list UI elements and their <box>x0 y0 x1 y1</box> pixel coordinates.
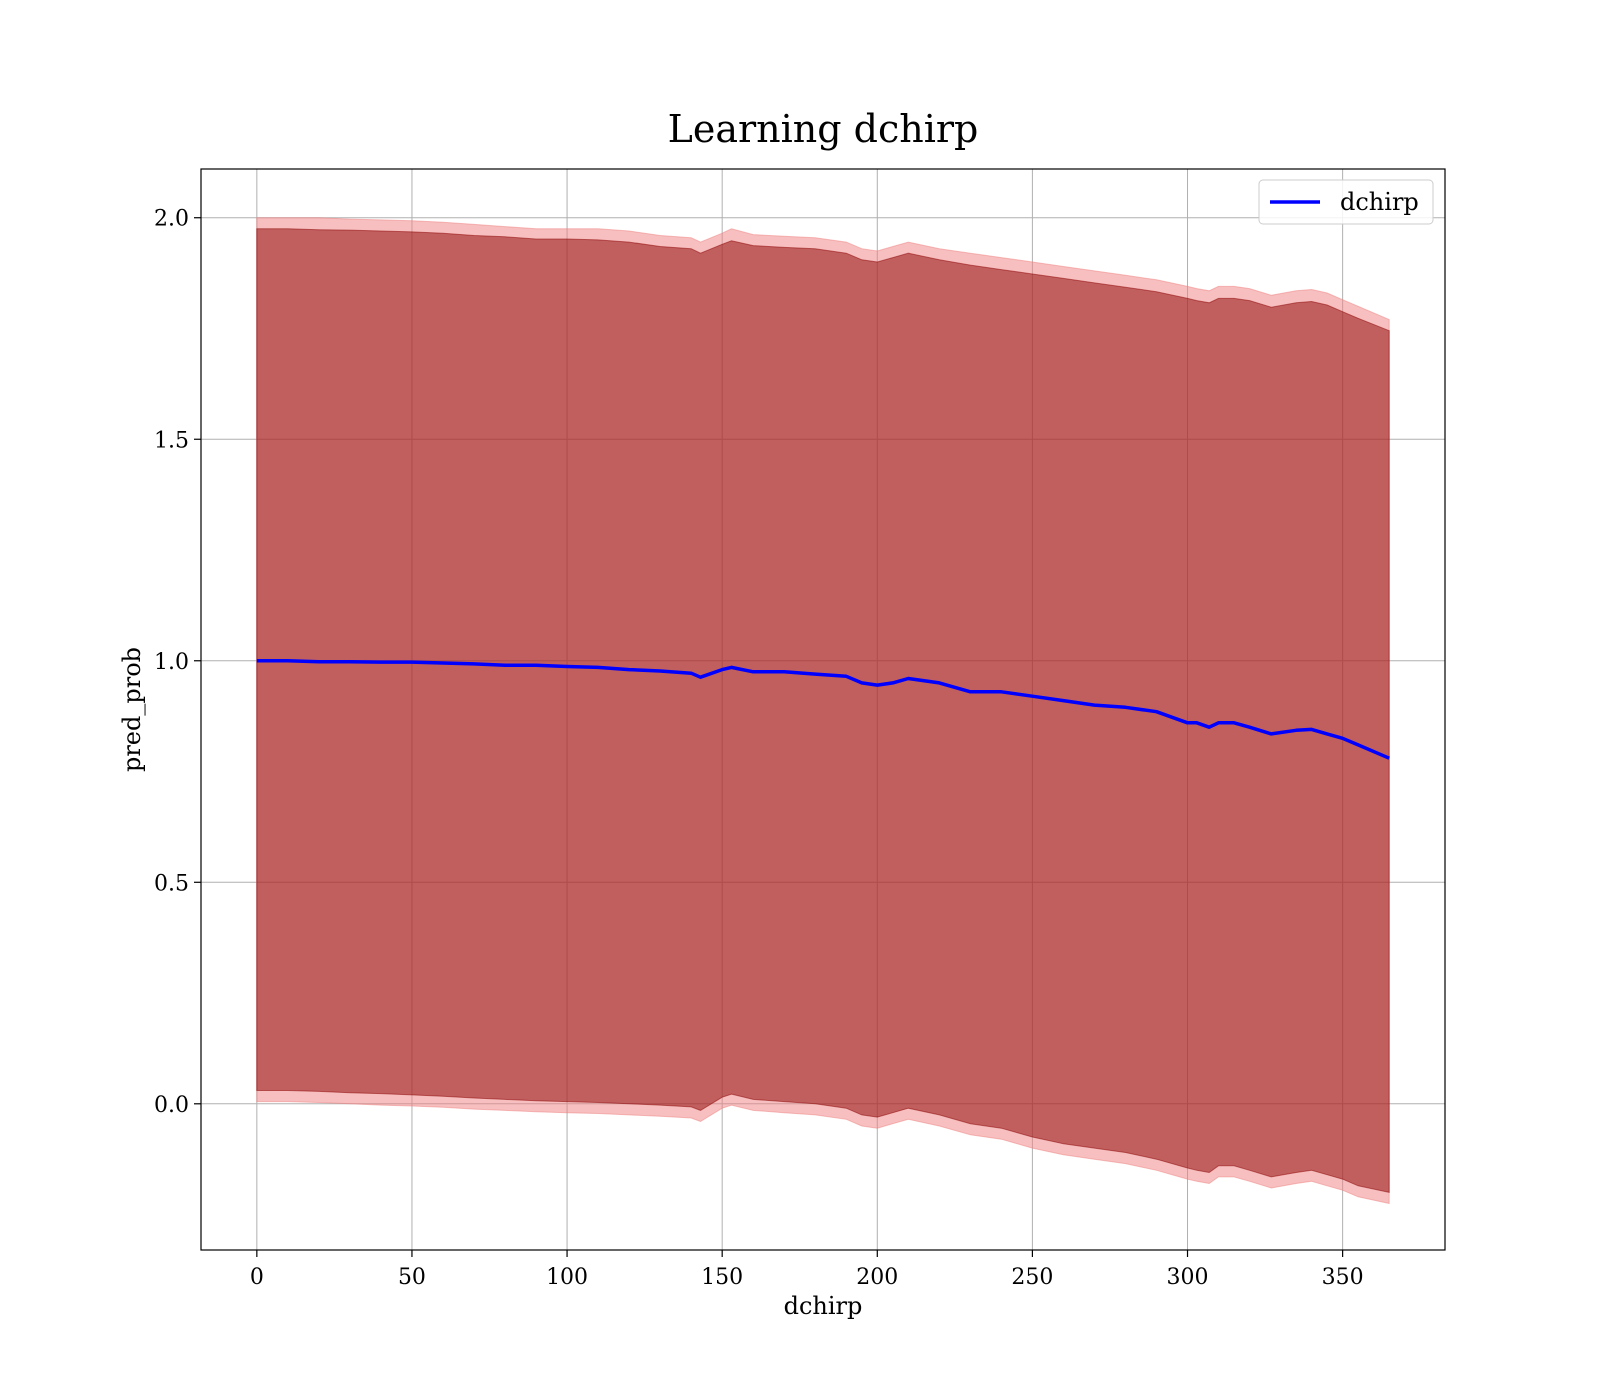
x-tick-label: 150 <box>701 1265 743 1290</box>
x-tick-label: 50 <box>398 1265 426 1290</box>
y-tick-label: 1.0 <box>154 650 189 675</box>
confidence-bands <box>256 217 1390 1205</box>
plot-frame <box>200 168 1446 1251</box>
axis-ticks: 0 50 100 150 200 250 300 350 0.0 0.5 1.0 1.5 2.0 <box>154 207 1364 1290</box>
y-tick-label: 2.0 <box>154 207 189 232</box>
legend: dchirp <box>1258 179 1434 225</box>
x-tick-label: 100 <box>546 1265 588 1290</box>
x-tick-label: 350 <box>1322 1265 1364 1290</box>
x-axis-label: dchirp <box>784 1292 863 1320</box>
x-tick-label: 0 <box>250 1265 264 1290</box>
legend-box <box>1258 179 1434 225</box>
confidence-band-1 <box>256 228 1390 1194</box>
series-line-0 <box>256 659 1390 760</box>
y-axis-label: pred_prob <box>118 647 146 772</box>
legend-label-dchirp: dchirp <box>1340 188 1419 216</box>
y-tick-label: 0.5 <box>154 871 189 896</box>
x-tick-label: 300 <box>1167 1265 1209 1290</box>
chart-title: Learning dchirp <box>668 107 979 151</box>
x-tick-label: 250 <box>1011 1265 1053 1290</box>
series-lines <box>256 659 1390 760</box>
y-tick-label: 0.0 <box>154 1093 189 1118</box>
x-tick-label: 200 <box>856 1265 898 1290</box>
y-tick-label: 1.5 <box>154 428 189 453</box>
